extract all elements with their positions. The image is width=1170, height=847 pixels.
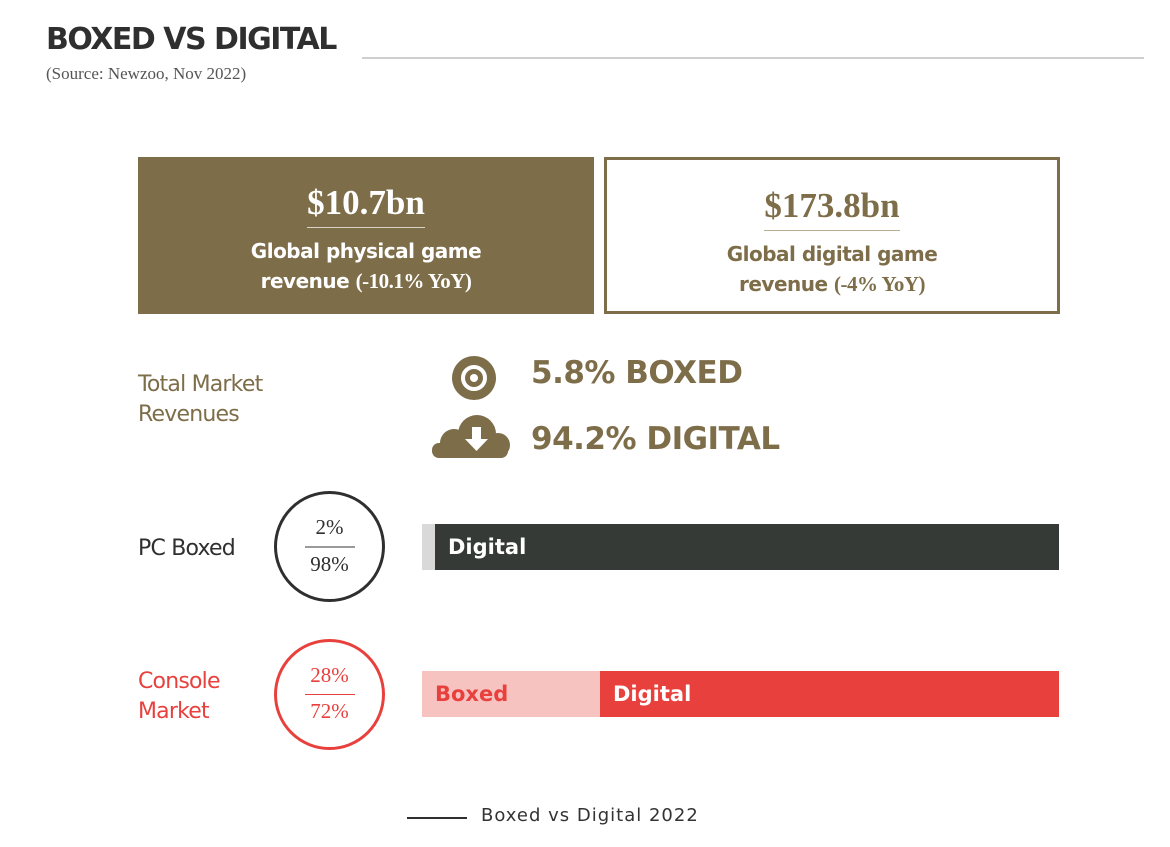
source-note: (Source: Newzoo, Nov 2022) (46, 64, 247, 83)
boxed-share-text: 5.8% BOXED (531, 355, 743, 391)
figure-caption: Boxed vs Digital 2022 (481, 805, 699, 826)
pc-boxed-label: PC Boxed (138, 536, 236, 561)
physical-desc-line2: revenue (260, 269, 350, 293)
pc-digital-percent: 98% (310, 552, 349, 576)
title-divider (362, 57, 1144, 59)
pc-digital-segment: Digital (435, 524, 1059, 570)
console-share-circle: 28% 72% (274, 639, 385, 750)
console-share-bar: Boxed Digital (422, 671, 1059, 717)
digital-share-text: 94.2% DIGITAL (531, 421, 780, 457)
console-market-label: Console Market (138, 667, 221, 727)
console-label-line1: Console (138, 669, 221, 694)
console-digital-segment-label: Digital (613, 682, 692, 706)
console-label-line2: Market (138, 699, 210, 724)
pc-boxed-segment (422, 524, 435, 570)
digital-amount: $173.8bn (764, 186, 900, 231)
digital-desc-line1: Global digital game (726, 242, 938, 266)
console-boxed-percent: 28% (304, 663, 355, 695)
digital-desc-line2: revenue (738, 272, 828, 296)
console-boxed-segment-label: Boxed (435, 682, 509, 706)
pc-share-bar: Digital (422, 524, 1059, 570)
total-market-label-line2: Revenues (138, 402, 240, 427)
page-title: BOXED VS DIGITAL (46, 22, 337, 57)
total-market-label-line1: Total Market (138, 372, 263, 397)
pc-boxed-percent: 2% (304, 515, 355, 548)
console-digital-segment: Digital (600, 671, 1059, 717)
physical-description: Global physical game revenue (-10.1% YoY… (138, 236, 594, 296)
total-market-label: Total Market Revenues (138, 370, 263, 430)
console-boxed-segment: Boxed (422, 671, 600, 717)
physical-desc-line1: Global physical game (250, 239, 482, 263)
console-digital-percent: 72% (310, 699, 349, 723)
caption-line (407, 817, 467, 819)
physical-amount: $10.7bn (307, 183, 425, 228)
physical-yoy: (-10.1% YoY) (355, 269, 472, 293)
pc-digital-segment-label: Digital (448, 535, 527, 559)
digital-yoy: (-4% YoY) (834, 272, 925, 296)
cloud-download-icon (432, 415, 510, 458)
pc-share-circle: 2% 98% (274, 491, 385, 602)
digital-description: Global digital game revenue (-4% YoY) (607, 239, 1057, 299)
digital-revenue-card: $173.8bn Global digital game revenue (-4… (604, 157, 1060, 314)
disc-icon (452, 356, 496, 400)
physical-revenue-card: $10.7bn Global physical game revenue (-1… (138, 157, 594, 314)
